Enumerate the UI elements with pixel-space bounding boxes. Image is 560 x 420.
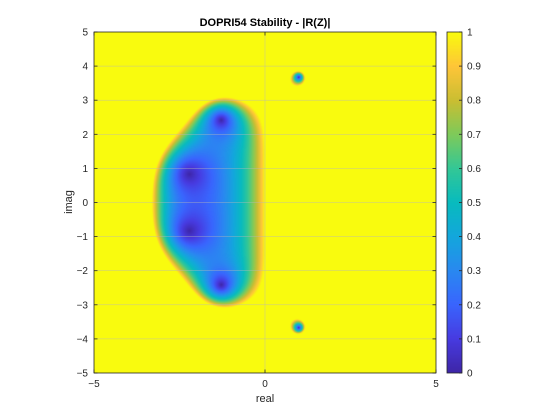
x-tick-label: −5 xyxy=(88,379,100,390)
y-tick-label: 3 xyxy=(82,96,88,107)
y-tick-label: 4 xyxy=(82,62,88,73)
colorbar-tick-label: 0.8 xyxy=(467,96,481,107)
x-tick-label: 5 xyxy=(433,379,439,390)
y-tick-label: −1 xyxy=(77,232,89,243)
y-tick-label: 1 xyxy=(82,164,88,175)
y-tick-label: 5 xyxy=(82,28,88,39)
colorbar-tick-label: 0.1 xyxy=(467,334,481,345)
y-tick-label: 2 xyxy=(82,130,88,141)
y-tick-label: −3 xyxy=(77,300,89,311)
axis-ticks: −5 0 5 −5 −4 −3 −2 −1 0 1 2 3 4 5 xyxy=(77,28,440,391)
x-axis-label: real xyxy=(256,393,274,405)
colorbar-tick-label: 0.2 xyxy=(467,300,481,311)
colorbar-tick-label: 0.7 xyxy=(467,130,481,141)
x-tick-label: 0 xyxy=(262,379,268,390)
colorbar-tick-label: 0 xyxy=(467,369,473,380)
colorbar-tick-label: 0.6 xyxy=(467,164,481,175)
chart-title: DOPRI54 Stability - |R(Z)| xyxy=(200,17,331,29)
plot-area: −5 0 5 −5 −4 −3 −2 −1 0 1 2 3 4 5 xyxy=(77,28,440,391)
colorbar-tick-label: 0.9 xyxy=(467,62,481,73)
y-tick-label: −5 xyxy=(77,369,89,380)
colorbar-ticks: 0 0.1 0.2 0.3 0.4 0.5 0.6 0.7 0.8 0.9 1 xyxy=(459,28,481,380)
colorbar-tick-label: 0.3 xyxy=(467,266,481,277)
colorbar-tick-label: 0.5 xyxy=(467,198,481,209)
y-tick-label: −2 xyxy=(77,266,89,277)
y-axis-label: imag xyxy=(63,190,75,214)
colorbar-gradient xyxy=(447,32,462,373)
y-tick-label: 0 xyxy=(82,198,88,209)
colorbar-tick-label: 0.4 xyxy=(467,232,481,243)
y-tick-label: −4 xyxy=(77,334,89,345)
grid xyxy=(94,32,436,373)
colorbar: 0 0.1 0.2 0.3 0.4 0.5 0.6 0.7 0.8 0.9 1 xyxy=(446,28,481,380)
colorbar-tick-label: 1 xyxy=(467,28,473,39)
